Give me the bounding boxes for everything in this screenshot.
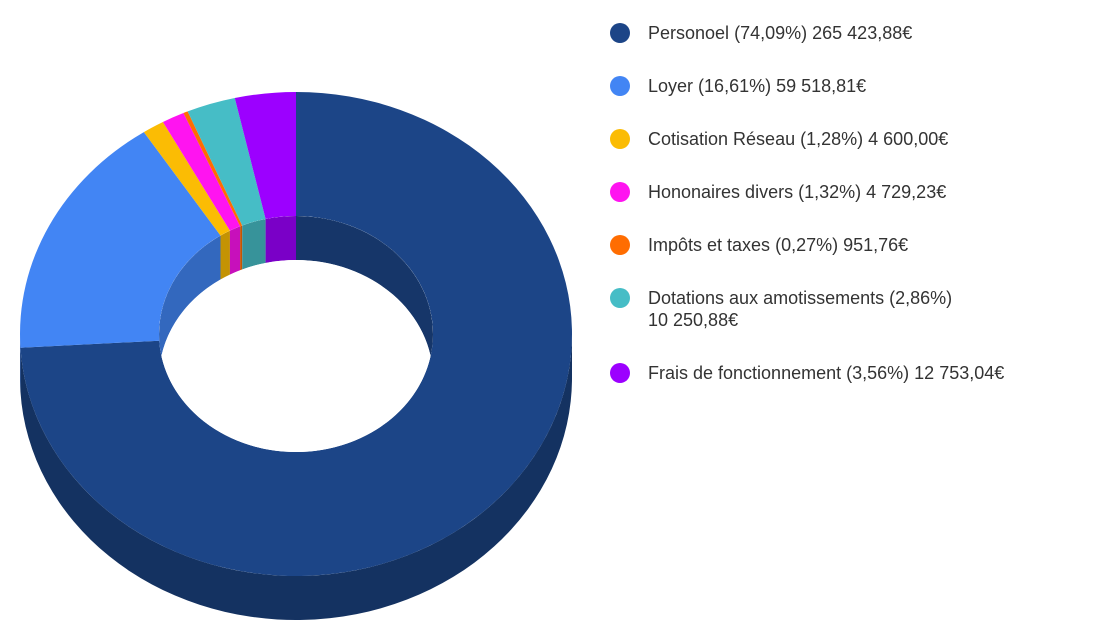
legend-item: Frais de fonctionnement (3,56%) 12 753,0… [610, 362, 1020, 384]
legend-share: (2,86%) [889, 288, 953, 308]
legend-label: Impôts et taxes [648, 235, 771, 255]
legend-label: Cotisation Réseau [648, 129, 796, 149]
slice-inner-side [242, 218, 266, 270]
legend-share: (0,27%) [775, 235, 839, 255]
legend-label: Hononaires divers [648, 182, 794, 202]
legend-share: (1,32%) [798, 182, 862, 202]
legend-swatch [610, 363, 630, 383]
legend-share: (1,28%) [800, 129, 864, 149]
legend-value: 12 753,04€ [914, 363, 1005, 383]
legend-label: Loyer [648, 76, 694, 96]
legend-swatch [610, 129, 630, 149]
slice [234, 92, 296, 219]
legend-item: Loyer (16,61%) 59 518,81€ [610, 75, 1020, 97]
legend-swatch [610, 235, 630, 255]
legend-value: 951,76€ [843, 235, 909, 255]
legend-label: Dotations aux amotissements [648, 288, 885, 308]
slice [183, 111, 243, 227]
donut [20, 92, 572, 620]
slice-inner-side [229, 226, 241, 275]
slice [162, 113, 241, 231]
slice-inner-side [220, 230, 230, 280]
slice-inner-side [265, 216, 296, 263]
legend-label: Personoel [648, 23, 730, 43]
slice-inner-side [240, 225, 243, 271]
slice [20, 92, 572, 576]
legend-item: Impôts et taxes (0,27%) 951,76€ [610, 234, 1020, 256]
legend-share: (3,56%) [846, 363, 910, 383]
legend-label: Frais de fonctionnement [648, 363, 842, 383]
legend-item: Personoel (74,09%) 265 423,88€ [610, 22, 1020, 44]
legend-share: (74,09%) [734, 23, 808, 43]
legend-value: 59 518,81€ [776, 76, 867, 96]
legend-item: Cotisation Réseau (1,28%) 4 600,00€ [610, 128, 1020, 150]
slice-side [20, 334, 572, 620]
slice [143, 121, 230, 236]
legend-value: 10 250,88€ [648, 310, 739, 330]
legend-item: Hononaires divers (1,32%) 4 729,23€ [610, 181, 1020, 203]
legend-value: 4 600,00€ [868, 129, 949, 149]
slice-inner-side [296, 216, 433, 378]
legend-value: 4 729,23€ [866, 182, 947, 202]
legend: Personoel (74,09%) 265 423,88€ Loyer (16,… [610, 22, 1020, 384]
legend-swatch [610, 23, 630, 43]
slice-inner-side [159, 235, 221, 378]
legend-value: 265 423,88€ [812, 23, 913, 43]
legend-swatch [610, 288, 630, 308]
legend-share: (16,61%) [698, 76, 772, 96]
legend-swatch [610, 182, 630, 202]
slice [20, 132, 221, 348]
legend-item: Dotations aux amotissements (2,86%) 10 2… [610, 287, 1020, 331]
slice [187, 98, 266, 226]
legend-swatch [610, 76, 630, 96]
